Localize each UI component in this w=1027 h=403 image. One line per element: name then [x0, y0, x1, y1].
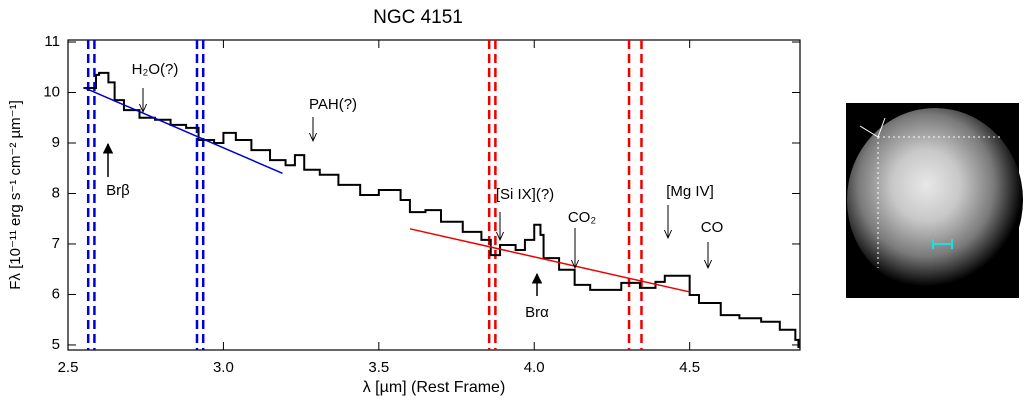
figure: NGC 4151 λ [µm] (Rest Frame) Fλ [10⁻¹¹ e… — [0, 0, 1027, 403]
y-tick-label: 11 — [44, 33, 60, 50]
fit-line — [84, 87, 283, 173]
chart-title: NGC 4151 — [373, 7, 463, 28]
x-tick-label: 4.5 — [679, 359, 700, 376]
annotation: Brα — [525, 304, 549, 321]
spectrum-line — [84, 73, 799, 348]
x-tick-label: 4.0 — [524, 359, 545, 376]
y-tick-label: 5 — [52, 336, 60, 353]
annotation: H₂O(?) — [132, 61, 179, 78]
annotation: PAH(?) — [309, 96, 357, 113]
fit-line — [410, 229, 690, 292]
y-tick-label: 6 — [52, 285, 60, 302]
image-panel — [846, 103, 1023, 298]
source-image — [847, 108, 1023, 292]
x-tick-label: 3.0 — [213, 359, 234, 376]
annotation: CO₂ — [568, 209, 597, 226]
annotation: CO — [701, 219, 724, 236]
y-tick-label: 9 — [52, 134, 60, 151]
y-tick-label: 7 — [52, 235, 60, 252]
annotation: [Si IX](?) — [496, 186, 554, 203]
x-axis-label: λ [µm] (Rest Frame) — [363, 379, 506, 396]
annotation: Brβ — [106, 182, 130, 199]
annotation: [Mg IV] — [666, 183, 714, 200]
y-axis-label: Fλ [10⁻¹¹ erg s⁻¹ cm⁻² µm⁻¹] — [7, 100, 24, 289]
x-tick-label: 3.5 — [368, 359, 389, 376]
y-tick-label: 10 — [43, 83, 60, 100]
plot-area: 2.5 3.0 3.5 4.0 4.5 5 6 7 8 9 10 11 — [43, 33, 800, 376]
y-tick-label: 8 — [52, 184, 60, 201]
x-tick-label: 2.5 — [58, 359, 79, 376]
